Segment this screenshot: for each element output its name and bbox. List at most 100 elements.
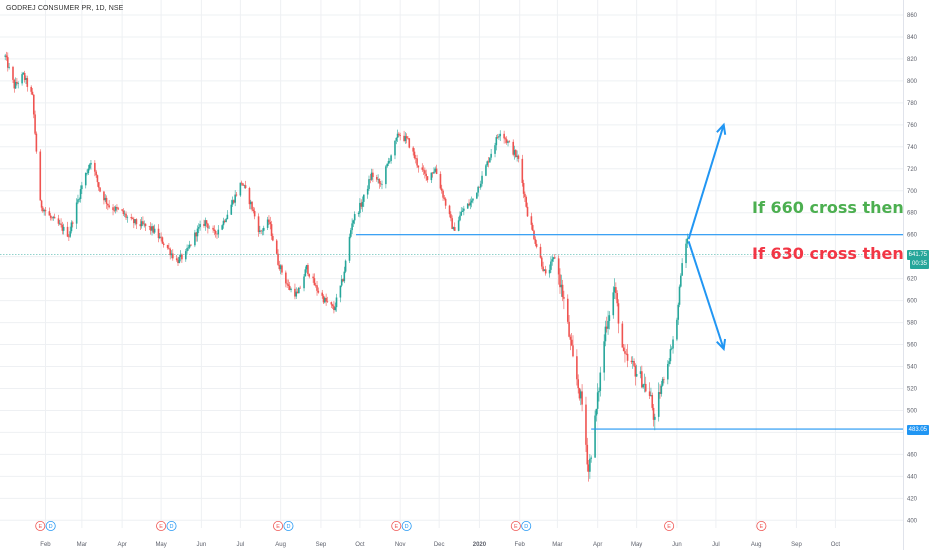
event-marker-label: E <box>514 524 518 530</box>
candle-body <box>359 202 361 213</box>
candle-body <box>130 217 133 219</box>
candle-body <box>360 202 362 207</box>
candle-body <box>213 229 216 231</box>
candle-body <box>325 297 327 302</box>
candle-body <box>550 261 552 270</box>
candle-body <box>184 251 187 260</box>
event-marker-label: D <box>524 524 528 530</box>
candle-body <box>275 240 278 254</box>
candle-body <box>196 228 199 237</box>
candle-body <box>324 297 326 303</box>
candle-body <box>522 182 525 194</box>
candle-body <box>375 177 378 180</box>
candle-body <box>352 220 355 224</box>
candle-body <box>678 286 681 305</box>
candle-body <box>140 221 143 227</box>
candle-body <box>453 227 456 231</box>
candle-body <box>107 203 109 206</box>
x-tick-label: Apr <box>593 542 602 548</box>
event-marker-label: E <box>38 524 42 530</box>
candle-body <box>78 198 81 200</box>
candle-body <box>469 202 472 206</box>
candle-body <box>244 185 247 189</box>
candle-body <box>122 210 125 215</box>
candle-body <box>305 265 308 270</box>
candle-body <box>504 138 507 140</box>
candle-body <box>590 457 592 459</box>
earnings-marker-icon <box>391 521 402 532</box>
candle-body <box>642 384 644 388</box>
candle-body <box>235 194 238 196</box>
time-scale: Feb Mar Apr May Jun Jul Aug Sep Oct Nov Dec 2020 Feb… <box>40 542 840 548</box>
x-tick-label: Sep <box>791 542 802 548</box>
candle-body <box>298 287 300 294</box>
candle-body <box>639 371 642 374</box>
candle-body <box>508 141 511 142</box>
candle-body <box>531 224 534 231</box>
candle-body <box>498 136 500 138</box>
candle-body <box>487 161 490 163</box>
y-tick-label: 820 <box>907 57 918 63</box>
x-tick-label: Jun <box>672 542 682 548</box>
candle-body <box>530 216 533 225</box>
candle-body <box>626 353 629 361</box>
candle-body <box>572 345 574 357</box>
candle-body <box>52 216 55 219</box>
y-tick-label: 760 <box>907 123 918 129</box>
candle-body <box>334 307 337 311</box>
candle-body <box>134 219 136 224</box>
candle-body <box>77 199 79 203</box>
y-tick-label: 520 <box>907 386 918 392</box>
candle-body <box>434 168 437 172</box>
candle-body <box>515 150 517 157</box>
candle-body <box>296 291 299 294</box>
candle-body <box>142 221 144 225</box>
candle-body <box>187 247 190 249</box>
candle-body <box>190 244 192 246</box>
candle-body <box>668 361 670 365</box>
candle-body <box>113 210 116 211</box>
x-tick-label: Dec <box>434 542 445 548</box>
candle-body <box>105 197 108 204</box>
candle-body <box>650 395 652 396</box>
candle-body <box>654 416 656 420</box>
candle-body <box>625 353 628 355</box>
candle-body <box>379 183 382 185</box>
arrow-up-head <box>716 122 727 135</box>
candle-body <box>579 391 582 399</box>
candle-body <box>544 269 547 274</box>
candle-body <box>66 226 69 237</box>
candle-body <box>457 220 460 231</box>
candle-body <box>299 287 301 289</box>
x-tick-label: Aug <box>275 542 286 548</box>
candle-body <box>253 210 256 217</box>
candle-body <box>249 201 252 205</box>
candle-body <box>516 155 518 157</box>
candle-body <box>194 232 196 246</box>
candle-body <box>4 55 6 57</box>
candle-body <box>252 209 255 211</box>
candle-body <box>31 91 34 95</box>
candle-body <box>396 133 399 138</box>
candle-body <box>231 200 234 205</box>
candle-body <box>40 200 43 208</box>
candle-body <box>343 271 346 282</box>
candle-body <box>49 215 52 218</box>
candle-body <box>594 415 596 458</box>
candle-body <box>96 175 99 183</box>
candle-body <box>377 179 379 180</box>
candle-body <box>517 155 520 159</box>
candle-body <box>431 172 434 174</box>
candle-body <box>466 203 469 209</box>
x-tick-label: Jul <box>712 542 720 548</box>
candle-body <box>648 391 651 396</box>
candle-body <box>35 133 38 152</box>
candle-body <box>259 230 261 233</box>
candle-body <box>622 347 625 352</box>
x-tick-label: Feb <box>40 542 51 548</box>
candle-body <box>290 288 292 290</box>
candle-body <box>69 231 71 237</box>
candle-body <box>103 191 105 201</box>
